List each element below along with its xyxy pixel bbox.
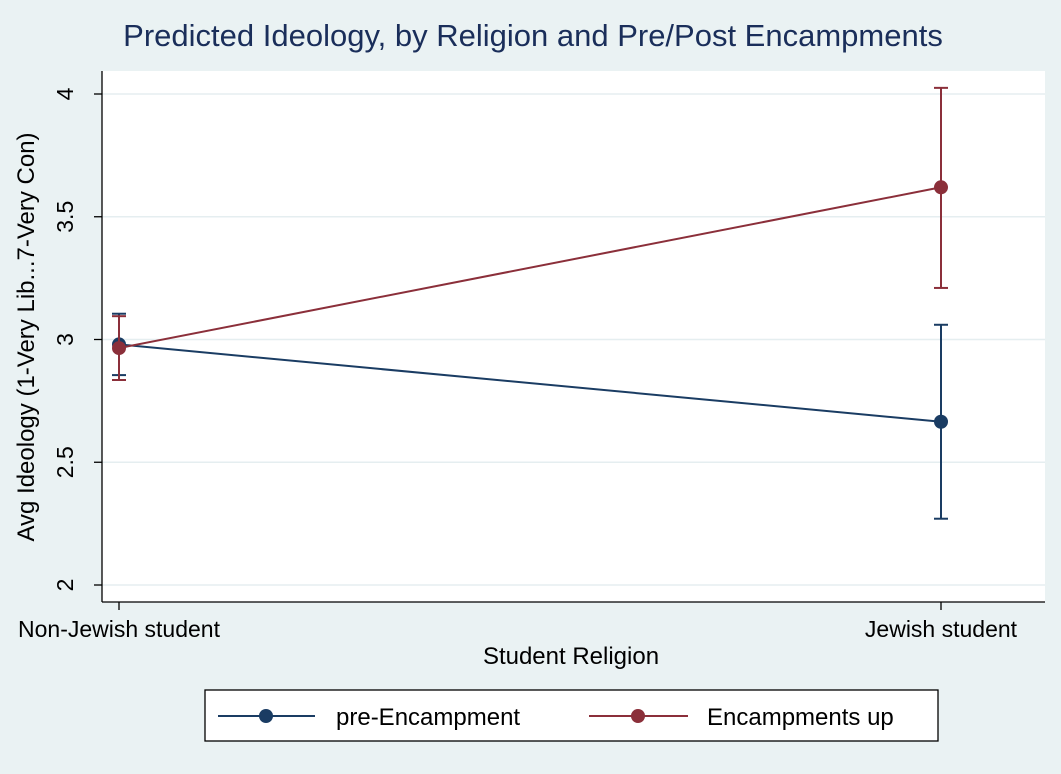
data-point: [934, 414, 948, 429]
x-tick-label: Non-Jewish student: [18, 616, 221, 642]
legend-item: Encampments up: [589, 704, 894, 731]
series-encampments-up: [112, 86, 948, 382]
y-axis-label: Avg Ideology (1-Very Lib...7-Very Con): [13, 132, 40, 541]
gridlines: [102, 93, 1045, 586]
legend-box: [204, 689, 939, 742]
y-tick-label: 2.5: [52, 446, 78, 478]
legend-item: pre-Encampment: [218, 704, 520, 731]
legend-marker: [259, 709, 273, 723]
data-point: [934, 180, 948, 195]
y-tick-label: 3: [52, 333, 78, 346]
y-axis-ticks: 2 2.5 3 3.5 4: [52, 87, 102, 591]
x-axis-label: Student Religion: [483, 643, 659, 670]
plot-area: [102, 71, 1045, 602]
legend: pre-Encampment Encampments up: [218, 704, 894, 731]
y-tick-label: 2: [52, 579, 78, 592]
x-tick-label: Jewish student: [865, 616, 1018, 642]
x-axis-ticks: Non-Jewish student Jewish student: [18, 602, 1018, 642]
y-tick-label: 4: [52, 87, 78, 100]
legend-marker: [631, 709, 645, 723]
legend-label: pre-Encampment: [336, 704, 520, 731]
legend-label: Encampments up: [707, 704, 894, 731]
chart-title: Predicted Ideology, by Religion and Pre/…: [123, 18, 943, 53]
data-point: [112, 341, 126, 356]
series-line: [118, 186, 942, 350]
series-layer: [112, 86, 948, 520]
series-line: [118, 343, 942, 423]
y-tick-label: 3.5: [52, 201, 78, 233]
